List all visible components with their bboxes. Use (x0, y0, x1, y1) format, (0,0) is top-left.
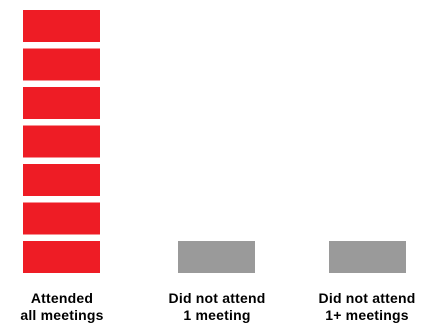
bar-block-1-1 (178, 241, 255, 273)
bar-block-0-6 (23, 48, 100, 81)
bar-block-2-1 (329, 241, 406, 273)
bar-block-0-4 (23, 125, 100, 158)
category-label-attended-all-meetings: Attended all meetings (20, 290, 104, 323)
bar-block-0-7 (23, 10, 100, 42)
bar-block-0-5 (23, 87, 100, 119)
category-label-did-not-attend-1-plus-meetings: Did not attend 1+ meetings (318, 290, 416, 323)
bar-block-0-1 (23, 241, 100, 273)
bar-block-0-2 (23, 202, 100, 235)
category-label-did-not-attend-1-meeting: Did not attend 1 meeting (168, 290, 266, 323)
bar-block-0-3 (23, 164, 100, 196)
